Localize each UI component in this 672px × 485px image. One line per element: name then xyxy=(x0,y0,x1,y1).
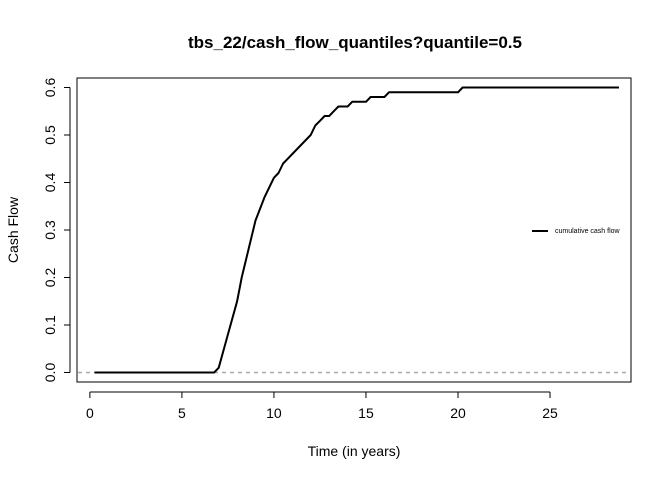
plot-frame xyxy=(76,77,632,383)
chart-title: tbs_22/cash_flow_quantiles?quantile=0.5 xyxy=(188,33,522,52)
y-tick-label: 0.0 xyxy=(42,363,58,383)
series-layer xyxy=(94,86,619,374)
y-tick-label: 0.3 xyxy=(42,220,58,240)
y-tick-label: 0.1 xyxy=(42,315,58,335)
y-tick-label: 0.5 xyxy=(42,125,58,145)
x-tick-label: 0 xyxy=(86,405,94,421)
y-tick-label: 0.2 xyxy=(42,268,58,288)
x-tick-label: 25 xyxy=(542,405,558,421)
x-axis: 0 5 10 15 20 25 xyxy=(86,391,558,421)
y-axis: 0.0 0.1 0.2 0.3 0.4 0.5 0.6 xyxy=(42,78,71,383)
x-axis-label: Time (in years) xyxy=(308,443,401,459)
series-line-cumulative-cash-flow xyxy=(94,86,619,374)
y-tick-label: 0.4 xyxy=(42,173,58,193)
y-axis-label: Cash Flow xyxy=(5,196,21,263)
x-tick-label: 10 xyxy=(266,405,282,421)
legend-label: cumulative cash flow xyxy=(555,228,621,235)
y-tick-label: 0.6 xyxy=(42,78,58,98)
legend: cumulative cash flow xyxy=(532,228,621,235)
x-tick-label: 5 xyxy=(178,405,186,421)
x-tick-label: 15 xyxy=(358,405,374,421)
x-tick-label: 20 xyxy=(450,405,466,421)
